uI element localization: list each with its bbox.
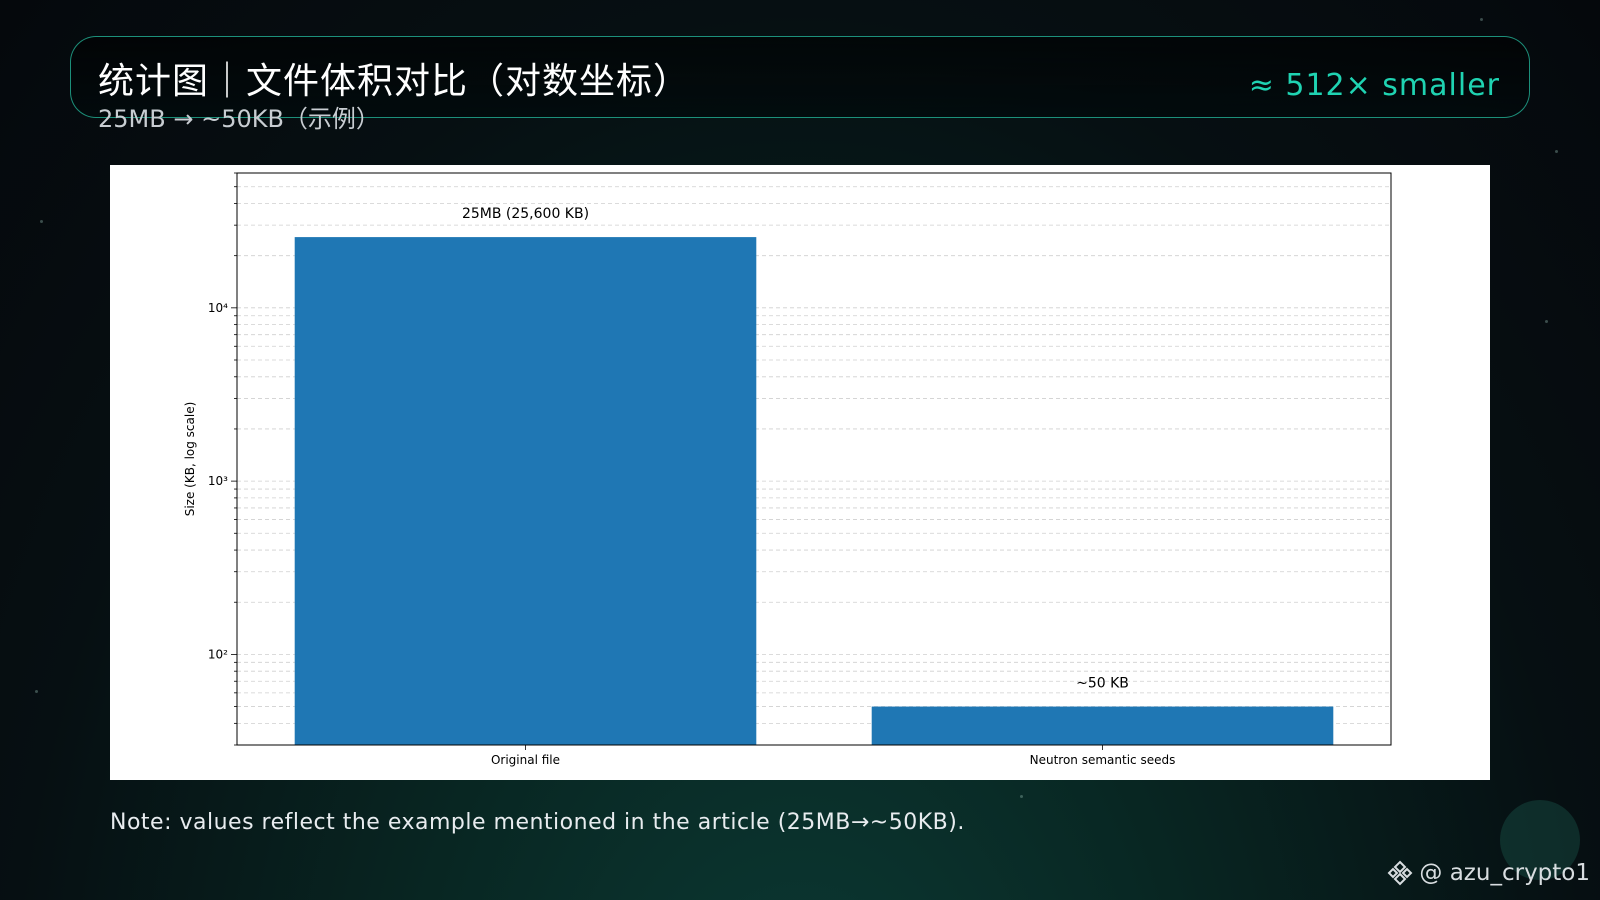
y-tick-label-2: 10⁴ bbox=[208, 301, 228, 315]
y-tick-label-1: 10³ bbox=[208, 474, 228, 488]
watermark: @ azu_crypto1 bbox=[1387, 858, 1590, 888]
x-tick-label-0: Original file bbox=[491, 753, 560, 767]
page-title: 统计图｜文件体积对比（对数坐标） bbox=[98, 61, 691, 102]
bar-1 bbox=[871, 706, 1334, 745]
plot-frame bbox=[236, 172, 1392, 746]
chart-panel: 25MB (25,600 KB) Original file ~50 KB Neutr… bbox=[110, 165, 1490, 780]
binance-diamond-icon bbox=[1387, 860, 1413, 886]
background-star bbox=[40, 220, 43, 223]
watermark-logo bbox=[1500, 800, 1580, 880]
header-panel bbox=[70, 36, 1530, 118]
bar-0 bbox=[294, 237, 757, 745]
data-label-0: 25MB (25,600 KB) bbox=[462, 206, 589, 222]
background-star bbox=[35, 690, 38, 693]
y-tick-label-0: 10² bbox=[208, 647, 228, 661]
background-star bbox=[1545, 320, 1548, 323]
ratio-badge: ≈ 512× smaller bbox=[1248, 68, 1500, 103]
page-subtitle: 25MB → ~50KB（示例） bbox=[98, 105, 380, 133]
y-axis-label: Size (KB, log scale) bbox=[183, 402, 197, 517]
x-tick-label-1: Neutron semantic seeds bbox=[1030, 753, 1176, 767]
footnote: Note: values reflect the example mention… bbox=[110, 810, 965, 835]
background-star bbox=[1480, 18, 1483, 21]
background-star bbox=[1020, 795, 1023, 798]
data-label-1: ~50 KB bbox=[1076, 676, 1129, 692]
watermark-handle: @ azu_crypto1 bbox=[1419, 860, 1590, 886]
bar-chart: 25MB (25,600 KB) Original file ~50 KB Neutr… bbox=[183, 172, 1392, 767]
background-star bbox=[1555, 150, 1558, 153]
